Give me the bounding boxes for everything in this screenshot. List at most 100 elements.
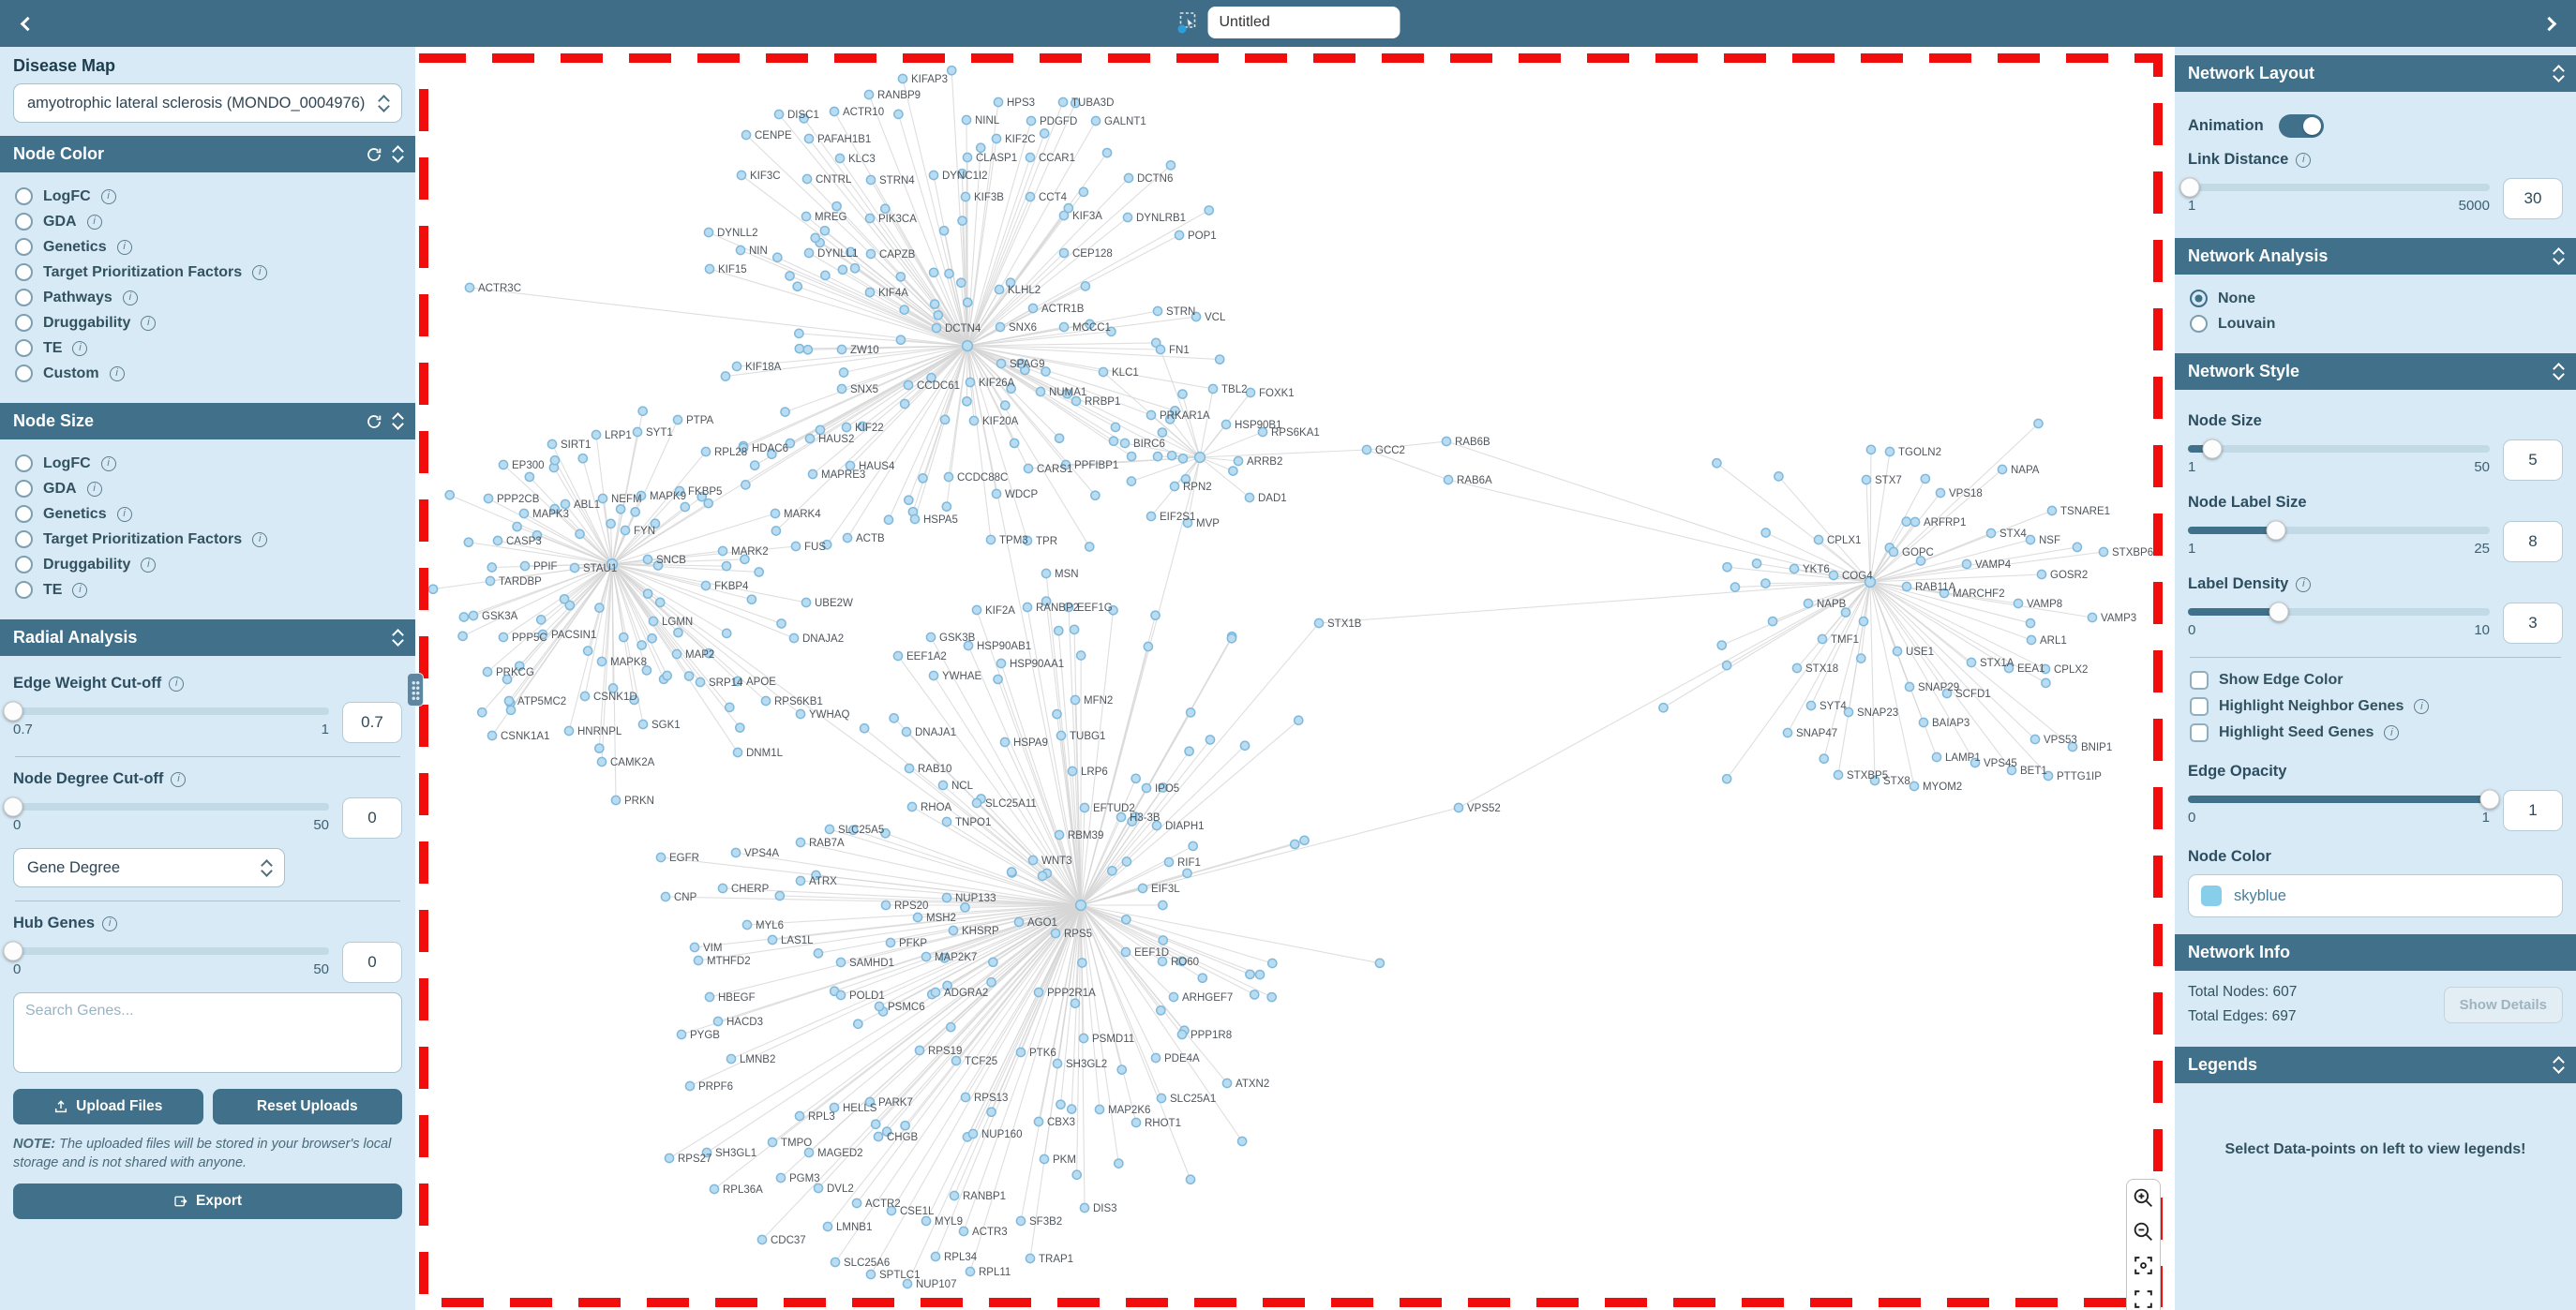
link-distance-value[interactable]: 30 (2503, 178, 2563, 219)
slider-thumb[interactable] (3, 701, 23, 722)
graph-node[interactable] (912, 912, 923, 923)
graph-node[interactable] (813, 1183, 824, 1194)
graph-node[interactable] (944, 268, 954, 279)
graph-node[interactable] (1858, 616, 1869, 627)
node-size-value[interactable]: 5 (2503, 439, 2563, 481)
link-distance-slider[interactable]: 1 5000 (2179, 177, 2490, 214)
graph-node[interactable] (2013, 598, 2024, 609)
radio-custom[interactable]: Custom (15, 365, 400, 382)
graph-node[interactable] (672, 414, 683, 425)
info-icon[interactable] (100, 455, 116, 471)
graph-node[interactable] (1131, 1117, 1142, 1128)
graph-node[interactable] (704, 991, 715, 1003)
graph-node[interactable] (1374, 958, 1385, 969)
graph-node[interactable] (684, 1080, 696, 1092)
graph-node[interactable] (899, 398, 910, 409)
info-icon[interactable] (109, 365, 125, 381)
graph-node[interactable] (991, 488, 1002, 499)
graph-node[interactable] (1997, 464, 2008, 475)
graph-node[interactable] (1244, 492, 1255, 503)
search-genes-input[interactable] (13, 992, 402, 1073)
graph-node[interactable] (704, 263, 715, 275)
graph-node[interactable] (1176, 1029, 1188, 1040)
reset-uploads-button[interactable]: Reset Uploads (212, 1089, 402, 1124)
graph-node[interactable] (859, 722, 870, 734)
graph-node[interactable] (492, 535, 503, 546)
graph-node[interactable] (1730, 582, 1741, 592)
graph-node[interactable] (914, 1045, 925, 1056)
graph-node[interactable] (773, 109, 785, 120)
graph-node[interactable] (724, 702, 735, 713)
radio-icon[interactable] (15, 213, 33, 231)
graph-node[interactable] (820, 270, 831, 281)
graph-node[interactable] (671, 648, 682, 660)
radio-louvain[interactable]: Louvain (2190, 315, 2561, 333)
graph-node[interactable] (903, 380, 914, 391)
info-icon[interactable] (2296, 576, 2312, 592)
graph-node[interactable] (1185, 1174, 1196, 1185)
radio-logfc[interactable]: LogFC (15, 187, 400, 205)
graph-node[interactable] (464, 282, 475, 293)
graph-node[interactable] (618, 632, 629, 643)
graph-node[interactable] (838, 367, 849, 378)
graph-node[interactable] (1070, 998, 1081, 1009)
graph-node[interactable] (771, 252, 783, 263)
edge-opacity-value[interactable]: 1 (2503, 790, 2563, 831)
refresh-icon[interactable] (366, 146, 382, 163)
graph-node[interactable] (524, 471, 535, 483)
graph-node[interactable] (606, 518, 616, 529)
graph-node[interactable] (2041, 677, 2051, 689)
graph-node[interactable] (961, 339, 974, 352)
graph-node[interactable] (873, 1131, 884, 1142)
graph-node[interactable] (2098, 546, 2109, 558)
graph-node[interactable] (741, 479, 751, 490)
graph-node[interactable] (775, 1172, 786, 1183)
slider-thumb[interactable] (2266, 520, 2286, 541)
graph-node[interactable] (654, 597, 666, 608)
graph-node[interactable] (1155, 344, 1166, 355)
graph-node[interactable] (1166, 450, 1177, 461)
graph-node[interactable] (487, 730, 498, 741)
graph-node[interactable] (487, 562, 498, 573)
node-label-size-slider[interactable]: 1 25 (2188, 520, 2490, 557)
info-icon[interactable] (2296, 152, 2312, 168)
graph-node[interactable] (1094, 1104, 1105, 1115)
radio-icon[interactable] (15, 187, 33, 205)
graph-node[interactable] (559, 593, 570, 604)
zoom-out-button[interactable] (2132, 1220, 2155, 1243)
graph-node[interactable] (1228, 466, 1238, 476)
graph-node[interactable] (673, 627, 683, 638)
graph-node[interactable] (889, 713, 899, 723)
radio-icon[interactable] (15, 263, 33, 281)
graph-node[interactable] (1892, 646, 1903, 657)
graph-node[interactable] (662, 670, 673, 681)
graph-node[interactable] (921, 1215, 932, 1227)
graph-node[interactable] (547, 439, 558, 450)
radio-none[interactable]: None (2190, 290, 2561, 307)
graph-node[interactable] (842, 532, 853, 543)
graph-node[interactable] (717, 545, 728, 557)
graph-node[interactable] (834, 153, 846, 164)
collapse-icon[interactable] (392, 145, 404, 163)
graph-node[interactable] (1197, 973, 1208, 984)
graph-node[interactable] (731, 361, 742, 372)
graph-node[interactable] (664, 1153, 675, 1164)
graph-node[interactable] (1041, 568, 1052, 579)
graph-node[interactable] (835, 990, 846, 1001)
graph-node[interactable] (962, 152, 973, 163)
graph-node[interactable] (1058, 247, 1070, 259)
graph-node[interactable] (794, 1110, 805, 1122)
graph-node[interactable] (1805, 700, 1817, 711)
graph-node[interactable] (647, 633, 657, 644)
section-network-info[interactable]: Network Info (2175, 934, 2576, 971)
graph-node[interactable] (897, 73, 908, 84)
graph-node[interactable] (741, 129, 752, 141)
graph-node[interactable] (582, 646, 593, 656)
graph-node[interactable] (995, 321, 1006, 333)
graph-node[interactable] (1236, 1136, 1248, 1147)
graph-node[interactable] (921, 951, 932, 962)
graph-node[interactable] (829, 106, 840, 117)
graph-node[interactable] (967, 1128, 979, 1139)
checkbox-icon[interactable] (2190, 723, 2209, 742)
